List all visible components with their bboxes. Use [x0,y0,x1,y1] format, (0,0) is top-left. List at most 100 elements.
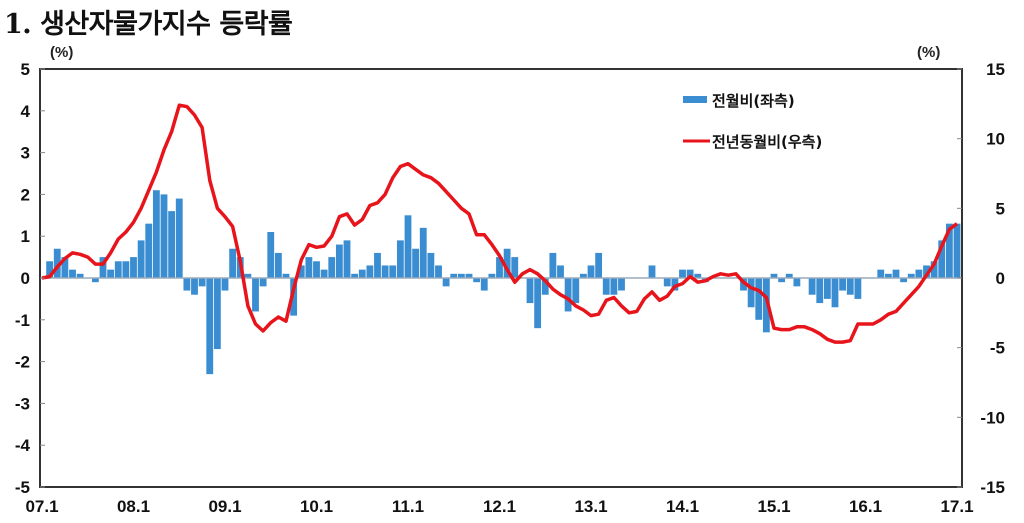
bar [198,278,206,287]
bar [671,278,679,291]
bar [450,273,458,278]
bar [252,278,259,312]
x-tick-label: 10.1 [300,497,333,516]
left-tick-label: 3 [21,144,30,163]
bar [953,223,961,278]
left-tick-label: 5 [21,60,30,79]
legend: 전월비(좌측) 전년동월비(우측) [683,92,822,151]
bar [61,257,69,278]
right-tick-label: -15 [980,478,1005,497]
bar [91,278,99,283]
bar [587,265,595,278]
bar [213,278,221,350]
bar [137,240,145,278]
bar [526,278,534,304]
bar [808,278,816,295]
bar [130,257,137,278]
bar [762,278,770,333]
bar [938,240,946,278]
bar [305,257,313,278]
bar [183,278,191,291]
left-tick-label: -4 [15,436,31,455]
bar [900,278,908,283]
chart-title: 1. 생산자물가지수 등락률 [4,9,293,40]
bar [907,273,915,278]
bar [602,278,610,295]
right-tick-label: -5 [990,339,1005,358]
right-tick-label: 0 [996,269,1005,288]
bar [816,278,824,304]
bar [358,269,366,278]
left-tick-label: -3 [15,394,30,413]
bar [160,194,168,278]
bar [579,273,587,278]
bar [884,273,892,278]
bar [320,269,328,278]
bar [778,278,786,283]
x-axis: 07.1 08.1 09.1 10.1 11.1 12.1 13.1 14.1 15.1 16.1… [25,497,973,516]
bar [694,273,702,278]
bar [473,278,481,283]
bar [648,265,656,278]
bar [770,273,778,278]
bar [854,278,862,299]
bar [427,252,435,278]
left-tick-label: 1 [21,227,30,246]
bar [564,278,572,312]
bar [69,269,76,278]
bar [618,278,625,291]
bar [480,278,488,291]
bar [503,248,511,278]
right-axis-unit: (%) [917,44,941,61]
bar [755,278,763,320]
bar [572,278,580,304]
bar [328,257,336,278]
left-tick-label: -5 [15,478,30,497]
x-tick-label: 17.1 [940,497,973,516]
bar [122,261,130,278]
bar [846,278,854,295]
bar [53,248,61,278]
bar [282,273,290,278]
bar [381,265,389,278]
line-series-yoy [41,103,959,344]
legend-label-yoy: 전년동월비(우측) [712,133,822,151]
bar [686,269,694,278]
legend-bar-swatch [683,96,707,103]
bar [351,273,359,278]
bar [595,252,603,278]
right-tick-label: 10 [986,130,1005,149]
bar [145,223,153,278]
bar [663,278,671,287]
bar [557,265,564,278]
bar [610,278,618,295]
bar [823,278,831,299]
x-tick-label: 12.1 [483,497,516,516]
x-tick-label: 13.1 [574,497,607,516]
x-tick-label: 16.1 [849,497,882,516]
bar [785,273,793,278]
bar [923,265,930,278]
bar [244,273,252,278]
left-tick-label: -2 [15,353,30,372]
x-tick-label: 08.1 [117,497,150,516]
bar [396,240,404,278]
bar [206,278,214,375]
bar [191,278,198,295]
bar [274,252,282,278]
bar [877,269,885,278]
bar [374,252,381,278]
bar [335,244,343,278]
bar [793,278,801,287]
bar [496,257,503,278]
bar [229,248,237,278]
bar [915,269,923,278]
bar [107,269,115,278]
bar [945,223,953,278]
left-tick-label: -1 [15,311,30,330]
x-tick-label: 07.1 [25,497,58,516]
bar [419,227,427,278]
bar [534,278,542,329]
bar [366,265,374,278]
bar [343,240,351,278]
